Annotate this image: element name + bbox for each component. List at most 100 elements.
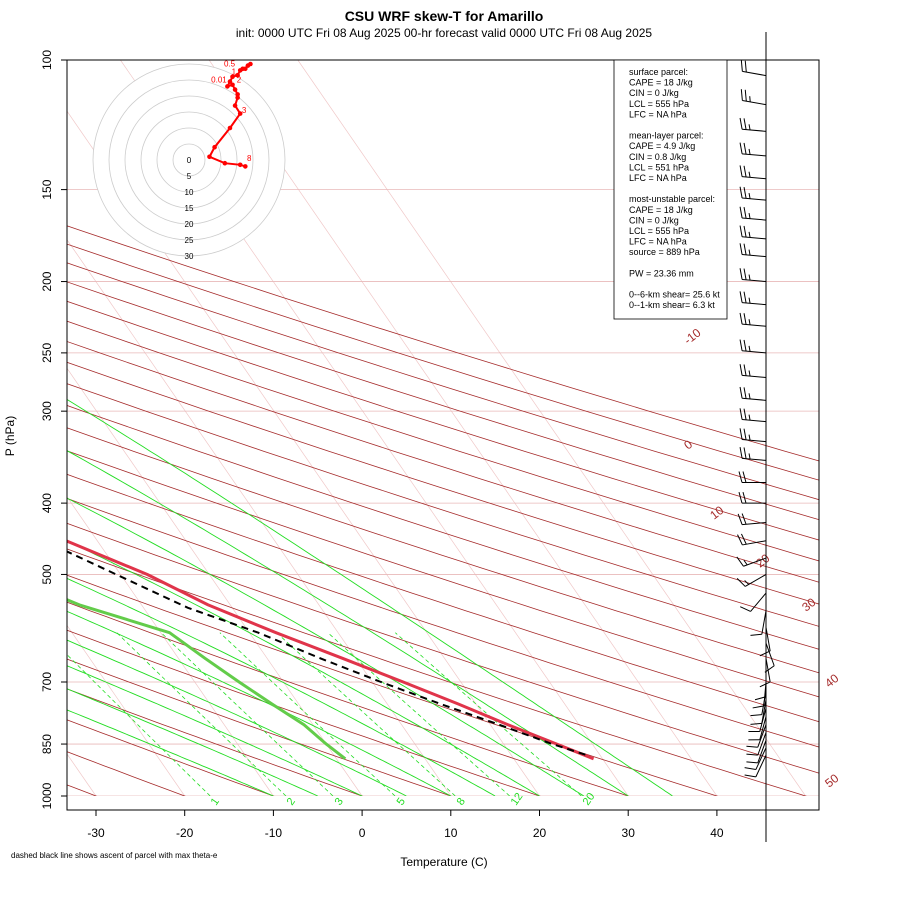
wind-barb-half-flag xyxy=(748,148,751,155)
wind-barb-half-flag xyxy=(748,249,751,256)
wind-barb-half-flag xyxy=(748,414,751,421)
mixing-ratio-label: 20 xyxy=(581,791,598,808)
isotherm-line xyxy=(208,60,718,796)
wind-barb-flag xyxy=(743,387,747,399)
wind-barb xyxy=(739,225,767,240)
wind-barb-half-flag xyxy=(748,345,751,352)
isotherm-line xyxy=(67,367,363,796)
mixing-ratio-line xyxy=(327,632,510,796)
hodograph-ring-label: 15 xyxy=(185,204,194,213)
hodograph-ring-label: 0 xyxy=(187,156,192,165)
wind-barb-flag xyxy=(743,243,747,255)
moist-adiabat-line xyxy=(67,709,274,796)
wind-barb-flag xyxy=(741,513,747,525)
mixing-ratio-label: 12 xyxy=(509,791,526,808)
stats-line: PW = 23.36 mm xyxy=(629,268,694,278)
hodograph: 0 5 10 15 20 25 30 0.5 0.01 12 3 8 xyxy=(92,59,286,261)
wind-barb-flag xyxy=(738,491,743,504)
x-tick-label: 30 xyxy=(622,826,636,840)
sounding-traces xyxy=(67,539,595,761)
wind-barb-shaft xyxy=(750,592,767,612)
wind-barb xyxy=(740,60,767,77)
wind-barb-flag xyxy=(743,447,747,459)
wind-barb xyxy=(736,556,767,567)
wind-barb-flag xyxy=(743,118,747,130)
hodograph-point xyxy=(237,162,243,168)
stats-line: surface parcel: xyxy=(629,67,688,77)
wind-barb-shaft xyxy=(757,724,767,748)
x-tick-label: 40 xyxy=(710,826,724,840)
dry-adiabat-line xyxy=(67,450,819,698)
wind-barb xyxy=(739,428,767,443)
dry-adiabat-line xyxy=(67,243,819,481)
stats-line: CAPE = 4.9 J/kg xyxy=(629,141,695,151)
x-tick-label: 0 xyxy=(359,826,366,840)
hodograph-point xyxy=(235,92,240,97)
wind-barb-shaft xyxy=(761,690,767,715)
wind-barb-flag xyxy=(744,767,756,771)
wind-barb-flag xyxy=(742,471,747,483)
wind-barb-flag xyxy=(744,60,747,73)
stats-line: LCL = 551 hPa xyxy=(629,162,689,172)
hodograph-ring-label: 10 xyxy=(185,188,194,197)
stats-box xyxy=(613,59,728,320)
dry-adiabat-line xyxy=(67,751,186,796)
moist-adiabat-line xyxy=(67,497,585,796)
wind-barb-flag xyxy=(736,578,746,587)
p-tick-label: 1000 xyxy=(40,782,54,809)
dry-adiabat-label: 30 xyxy=(799,595,818,614)
mixing-ratio-line xyxy=(276,632,456,796)
wind-barb-flag xyxy=(750,633,762,636)
hodograph-level-label: 0.01 xyxy=(211,75,227,84)
wind-barb-flag xyxy=(740,89,743,101)
hodograph-point xyxy=(207,154,212,160)
hodograph-point xyxy=(222,160,228,166)
wind-barb-flag xyxy=(739,243,743,255)
dry-adiabat-line xyxy=(67,427,819,674)
wind-barb-half-flag xyxy=(748,212,751,219)
hodograph-point xyxy=(237,111,243,116)
wind-barb xyxy=(748,708,767,733)
wind-barb xyxy=(739,447,767,461)
p-tick-label: 500 xyxy=(40,564,54,584)
dry-adiabat-label: 0 xyxy=(681,437,695,452)
wind-barb-flag xyxy=(739,312,743,325)
x-axis-label: Temperature (C) xyxy=(400,855,487,869)
wind-barb-flag xyxy=(752,705,764,709)
hodograph-point xyxy=(235,95,240,100)
hodograph-level-label: 1 xyxy=(232,67,237,76)
wind-barb-flag xyxy=(739,225,743,237)
wind-barb-half-flag xyxy=(744,580,750,585)
hodograph-point xyxy=(227,79,233,84)
wind-barb-shaft xyxy=(742,100,767,106)
wind-barb xyxy=(739,117,767,132)
stats-line: CAPE = 18 J/kg xyxy=(629,205,693,215)
dry-adiabat-line xyxy=(67,601,630,796)
wind-barb-half-flag xyxy=(748,453,751,460)
wind-barb-shaft xyxy=(765,658,771,683)
stats-line: CIN = 0 J/kg xyxy=(629,88,679,98)
isotherm-line xyxy=(67,496,274,796)
wind-barb-flag xyxy=(736,556,744,567)
chart-subtitle: init: 0000 UTC Fri 08 Aug 2025 00-hr for… xyxy=(236,26,653,40)
wind-barb-flag xyxy=(746,745,758,748)
wind-barb xyxy=(739,386,767,401)
wind-barb-flag xyxy=(737,534,743,546)
wind-barb xyxy=(739,268,767,283)
wind-barb-half-flag xyxy=(743,559,748,566)
mixing-ratio-line xyxy=(219,632,396,796)
hodograph-point xyxy=(235,72,240,78)
isotherm-line xyxy=(297,60,806,796)
mixing-ratio-line xyxy=(395,632,582,796)
wind-barb xyxy=(736,574,767,587)
hodograph-point xyxy=(230,74,235,80)
stats-line: 0--1-km shear= 6.3 kt xyxy=(629,300,715,310)
plot-frame xyxy=(66,59,820,811)
dry-adiabat-line xyxy=(67,300,819,541)
wind-barb xyxy=(744,747,767,771)
dry-adiabat-line xyxy=(67,688,364,796)
wind-barb-flag xyxy=(743,165,747,178)
hodograph-level-label: 8 xyxy=(247,154,252,163)
hodograph-ring xyxy=(124,95,254,225)
wind-barb xyxy=(738,471,766,483)
